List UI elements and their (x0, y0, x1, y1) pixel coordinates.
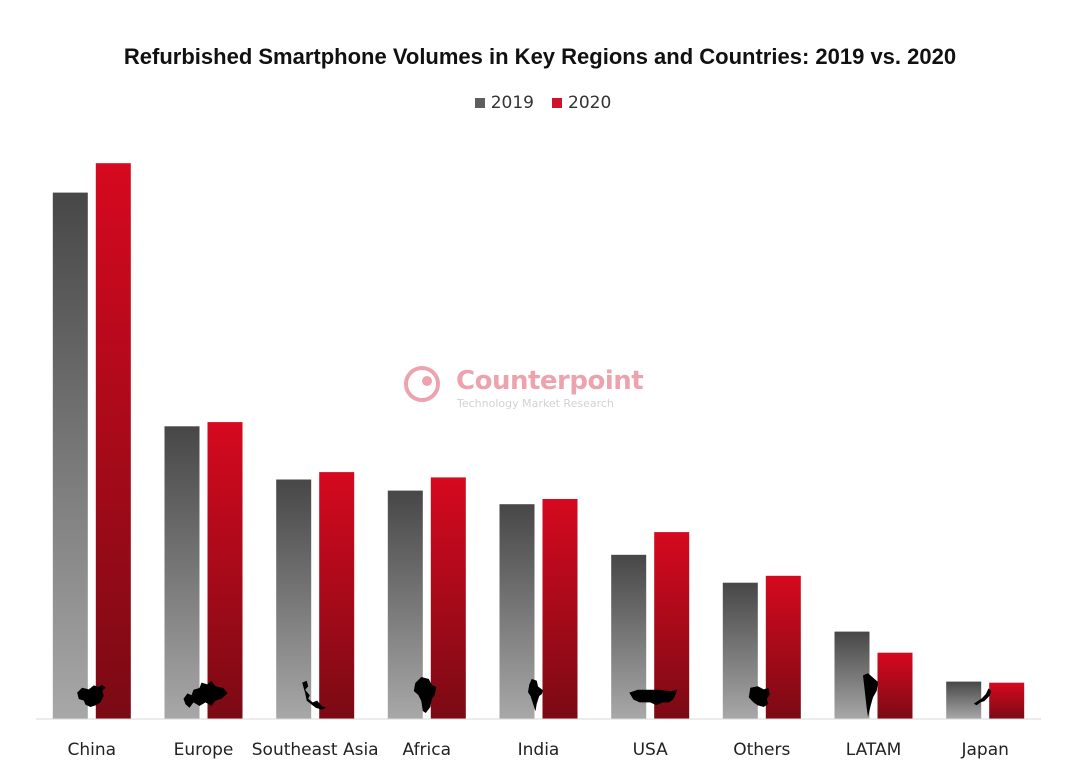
africa-map-icon (413, 677, 437, 713)
x-tick-label-latam: LATAM (846, 740, 902, 760)
bar-usa-2020 (654, 532, 690, 719)
usa-map-icon (629, 689, 678, 706)
legend-item-2020: 2020 (552, 93, 611, 113)
x-tick-label-china: China (68, 740, 117, 760)
bar-africa-2020 (430, 477, 466, 719)
x-tick-label-usa: USA (633, 740, 669, 760)
bar-india-2020 (542, 499, 578, 719)
latam-map-icon (863, 673, 878, 718)
chart-legend: 2019 2020 (0, 93, 1080, 113)
southeast-asia-map-icon (302, 680, 327, 710)
bar-southeast-asia-2019 (276, 479, 312, 719)
x-tick-label-europe: Europe (174, 740, 234, 760)
bar-japan-2020 (989, 682, 1025, 719)
bar-india-2019 (499, 504, 535, 719)
europe-map-icon (183, 680, 228, 708)
x-tick-label-africa: Africa (403, 740, 452, 760)
china-map-icon (77, 684, 106, 707)
bar-others-2020 (765, 575, 801, 719)
bar-europe-2020 (207, 422, 243, 719)
legend-item-2019: 2019 (474, 93, 534, 113)
bar-japan-2019 (946, 681, 982, 719)
legend-label-2019: 2019 (490, 93, 534, 113)
x-tick-label-southeast-asia: Southeast Asia (252, 740, 379, 760)
legend-label-2020: 2020 (568, 93, 612, 113)
others-map-icon (748, 686, 770, 707)
x-tick-label-japan: Japan (960, 740, 1008, 760)
bar-china-2019 (52, 192, 88, 720)
bar-africa-2019 (387, 490, 423, 719)
legend-swatch-2020 (552, 98, 562, 108)
bar-southeast-asia-2020 (319, 472, 355, 719)
chart-title: Refurbished Smartphone Volumes in Key Re… (123, 44, 957, 69)
x-tick-label-india: India (518, 740, 560, 760)
japan-map-icon (973, 688, 992, 706)
x-tick-label-others: Others (733, 740, 790, 760)
bar-china-2020 (95, 163, 131, 719)
bar-europe-2019 (164, 426, 200, 719)
bar-latam-2020 (877, 652, 913, 719)
legend-swatch-2019 (474, 98, 485, 108)
india-map-icon (528, 678, 543, 712)
